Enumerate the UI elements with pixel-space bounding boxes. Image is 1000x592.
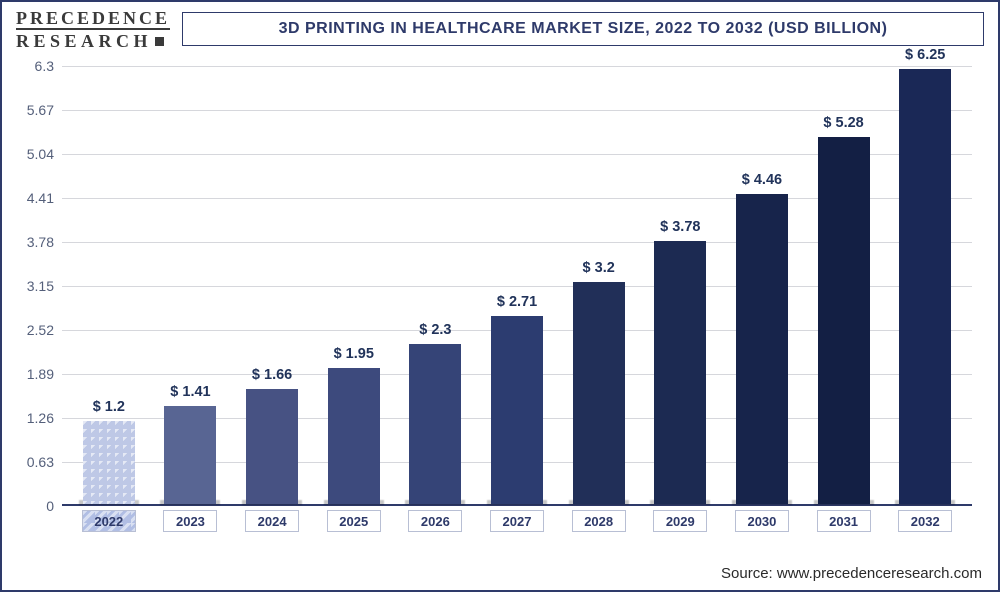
bar-value-label: $ 2.3 xyxy=(419,322,451,338)
x-category-label: 2023 xyxy=(163,510,217,532)
x-category-box: 2026 xyxy=(395,510,477,532)
x-category-box: 2029 xyxy=(639,510,721,532)
x-axis: 2022 2023 2024 2025 2026 2027 2028 2029 2030 2031… xyxy=(62,510,972,532)
chart-title: 3D PRINTING IN HEALTHCARE MARKET SIZE, 2… xyxy=(279,20,888,38)
bar-value-label: $ 3.2 xyxy=(583,260,615,276)
bar-slot: $ 1.2 xyxy=(68,66,150,504)
x-category-box: 2031 xyxy=(803,510,885,532)
x-category-label: 2027 xyxy=(490,510,544,532)
bar: $ 6.25 xyxy=(899,69,951,504)
x-category-label: 2025 xyxy=(327,510,381,532)
y-tick-label: 6.3 xyxy=(14,58,54,74)
logo-line2: RESEARCH xyxy=(16,33,170,49)
x-category-box: 2027 xyxy=(476,510,558,532)
logo: PRECEDENCE RESEARCH xyxy=(16,10,170,49)
bar-slot: $ 6.25 xyxy=(884,66,966,504)
y-tick-label: 1.89 xyxy=(14,366,54,382)
bar-slot: $ 4.46 xyxy=(721,66,803,504)
y-tick-label: 3.15 xyxy=(14,278,54,294)
bar-slot: $ 3.2 xyxy=(558,66,640,504)
x-category-label: 2031 xyxy=(817,510,871,532)
chart-container: PRECEDENCE RESEARCH 3D PRINTING IN HEALT… xyxy=(0,0,1000,592)
bars-group: $ 1.2 $ 1.41 $ 1.66 $ 1.95 $ 2.3 $ 2.71 $ 3.2 $… xyxy=(62,66,972,504)
bar: $ 1.95 xyxy=(328,368,380,504)
x-category-label: 2032 xyxy=(898,510,952,532)
bar-value-label: $ 1.95 xyxy=(334,346,374,362)
plot-inner: $ 1.2 $ 1.41 $ 1.66 $ 1.95 $ 2.3 $ 2.71 $ 3.2 $… xyxy=(62,66,972,506)
x-category-label: 2030 xyxy=(735,510,789,532)
bar-value-label: $ 1.2 xyxy=(93,399,125,415)
x-category-label: 2028 xyxy=(572,510,626,532)
bar: $ 1.41 xyxy=(164,406,216,504)
bar-value-label: $ 4.46 xyxy=(742,172,782,188)
bar-value-label: $ 2.71 xyxy=(497,294,537,310)
y-tick-label: 0.63 xyxy=(14,454,54,470)
logo-square-icon xyxy=(155,37,164,46)
y-tick-label: 5.04 xyxy=(14,146,54,162)
bar: $ 2.71 xyxy=(491,316,543,504)
plot-area: $ 1.2 $ 1.41 $ 1.66 $ 1.95 $ 2.3 $ 2.71 $ 3.2 $… xyxy=(62,66,972,506)
y-tick-label: 3.78 xyxy=(14,234,54,250)
bar-value-label: $ 1.41 xyxy=(170,384,210,400)
x-category-box: 2030 xyxy=(721,510,803,532)
x-category-box: 2024 xyxy=(231,510,313,532)
x-category-label: 2022 xyxy=(82,510,136,532)
bar: $ 4.46 xyxy=(736,194,788,504)
x-category-label: 2026 xyxy=(408,510,462,532)
x-category-box: 2028 xyxy=(558,510,640,532)
bar-slot: $ 3.78 xyxy=(639,66,721,504)
y-tick-label: 4.41 xyxy=(14,190,54,206)
bar: $ 2.3 xyxy=(409,344,461,504)
x-category-box: 2032 xyxy=(884,510,966,532)
bar-slot: $ 2.71 xyxy=(476,66,558,504)
x-category-label: 2029 xyxy=(653,510,707,532)
bar: $ 3.78 xyxy=(654,241,706,504)
x-category-box: 2023 xyxy=(150,510,232,532)
bar-slot: $ 1.95 xyxy=(313,66,395,504)
bar: $ 5.28 xyxy=(818,137,870,504)
bar-value-label: $ 1.66 xyxy=(252,367,292,383)
y-tick-label: 2.52 xyxy=(14,322,54,338)
bar: $ 1.2 xyxy=(83,421,135,504)
x-category-label: 2024 xyxy=(245,510,299,532)
bar-slot: $ 5.28 xyxy=(803,66,885,504)
chart-title-bar: 3D PRINTING IN HEALTHCARE MARKET SIZE, 2… xyxy=(182,12,984,46)
bar-value-label: $ 5.28 xyxy=(823,115,863,131)
logo-line1: PRECEDENCE xyxy=(16,10,170,30)
bar: $ 3.2 xyxy=(573,282,625,504)
bar-value-label: $ 3.78 xyxy=(660,219,700,235)
x-category-box: 2025 xyxy=(313,510,395,532)
bar: $ 1.66 xyxy=(246,389,298,504)
bar-slot: $ 1.41 xyxy=(150,66,232,504)
x-category-box: 2022 xyxy=(68,510,150,532)
y-tick-label: 1.26 xyxy=(14,410,54,426)
y-tick-label: 5.67 xyxy=(14,102,54,118)
bar-slot: $ 1.66 xyxy=(231,66,313,504)
source-label: Source: www.precedenceresearch.com xyxy=(721,565,982,582)
y-tick-label: 0 xyxy=(14,498,54,514)
bar-slot: $ 2.3 xyxy=(395,66,477,504)
bar-value-label: $ 6.25 xyxy=(905,47,945,63)
